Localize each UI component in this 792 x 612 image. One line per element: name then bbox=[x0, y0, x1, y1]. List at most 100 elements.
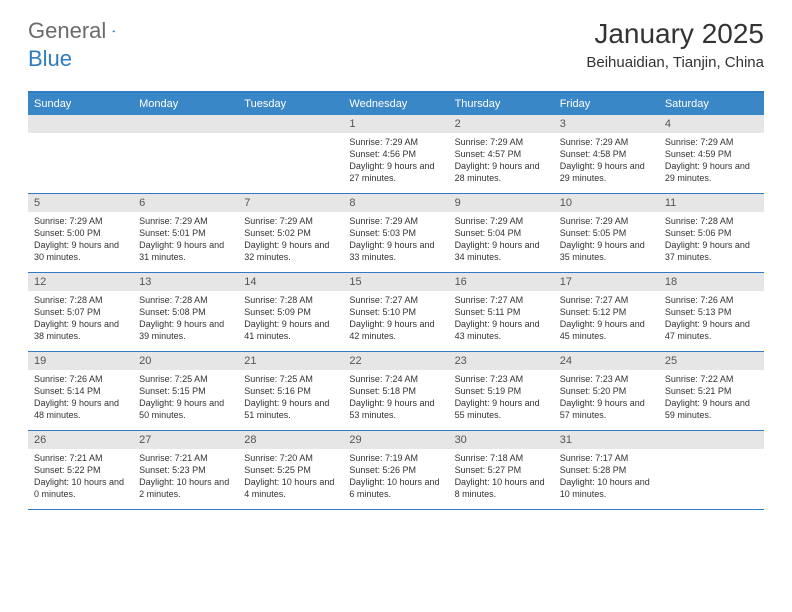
day-details: Sunrise: 7:18 AMSunset: 5:27 PMDaylight:… bbox=[449, 449, 554, 506]
sunrise-line: Sunrise: 7:28 AM bbox=[34, 294, 127, 306]
sunset-line: Sunset: 5:00 PM bbox=[34, 227, 127, 239]
sunrise-line: Sunrise: 7:29 AM bbox=[665, 136, 758, 148]
daylight-line: Daylight: 9 hours and 35 minutes. bbox=[560, 239, 653, 263]
logo-gray: General bbox=[28, 18, 106, 44]
calendar-day bbox=[28, 115, 133, 193]
day-details: Sunrise: 7:29 AMSunset: 4:57 PMDaylight:… bbox=[449, 133, 554, 190]
day-number: 25 bbox=[659, 352, 764, 370]
calendar-day: 31Sunrise: 7:17 AMSunset: 5:28 PMDayligh… bbox=[554, 431, 659, 509]
sunset-line: Sunset: 5:20 PM bbox=[560, 385, 653, 397]
calendar-day: 5Sunrise: 7:29 AMSunset: 5:00 PMDaylight… bbox=[28, 194, 133, 272]
sunset-line: Sunset: 5:23 PM bbox=[139, 464, 232, 476]
calendar-day: 21Sunrise: 7:25 AMSunset: 5:16 PMDayligh… bbox=[238, 352, 343, 430]
day-details: Sunrise: 7:19 AMSunset: 5:26 PMDaylight:… bbox=[343, 449, 448, 506]
sunrise-line: Sunrise: 7:25 AM bbox=[139, 373, 232, 385]
sunset-line: Sunset: 5:12 PM bbox=[560, 306, 653, 318]
calendar-day bbox=[238, 115, 343, 193]
day-details: Sunrise: 7:21 AMSunset: 5:22 PMDaylight:… bbox=[28, 449, 133, 506]
day-details: Sunrise: 7:27 AMSunset: 5:11 PMDaylight:… bbox=[449, 291, 554, 348]
sunrise-line: Sunrise: 7:29 AM bbox=[349, 136, 442, 148]
day-number: 24 bbox=[554, 352, 659, 370]
day-number: 27 bbox=[133, 431, 238, 449]
day-number bbox=[133, 115, 238, 133]
sunrise-line: Sunrise: 7:29 AM bbox=[560, 136, 653, 148]
day-number: 15 bbox=[343, 273, 448, 291]
day-details: Sunrise: 7:26 AMSunset: 5:14 PMDaylight:… bbox=[28, 370, 133, 427]
day-details: Sunrise: 7:24 AMSunset: 5:18 PMDaylight:… bbox=[343, 370, 448, 427]
sunset-line: Sunset: 5:28 PM bbox=[560, 464, 653, 476]
calendar-week: 5Sunrise: 7:29 AMSunset: 5:00 PMDaylight… bbox=[28, 194, 764, 273]
day-details: Sunrise: 7:29 AMSunset: 5:04 PMDaylight:… bbox=[449, 212, 554, 269]
daylight-line: Daylight: 9 hours and 27 minutes. bbox=[349, 160, 442, 184]
day-number: 10 bbox=[554, 194, 659, 212]
weekday-header: Thursday bbox=[449, 93, 554, 115]
day-number: 31 bbox=[554, 431, 659, 449]
weekday-header: Sunday bbox=[28, 93, 133, 115]
sunrise-line: Sunrise: 7:20 AM bbox=[244, 452, 337, 464]
sunrise-line: Sunrise: 7:25 AM bbox=[244, 373, 337, 385]
day-number: 17 bbox=[554, 273, 659, 291]
calendar-day: 3Sunrise: 7:29 AMSunset: 4:58 PMDaylight… bbox=[554, 115, 659, 193]
sunset-line: Sunset: 5:26 PM bbox=[349, 464, 442, 476]
daylight-line: Daylight: 9 hours and 51 minutes. bbox=[244, 397, 337, 421]
calendar-day: 30Sunrise: 7:18 AMSunset: 5:27 PMDayligh… bbox=[449, 431, 554, 509]
day-number: 9 bbox=[449, 194, 554, 212]
sunrise-line: Sunrise: 7:23 AM bbox=[455, 373, 548, 385]
day-number: 14 bbox=[238, 273, 343, 291]
daylight-line: Daylight: 9 hours and 32 minutes. bbox=[244, 239, 337, 263]
day-number: 3 bbox=[554, 115, 659, 133]
calendar-day: 11Sunrise: 7:28 AMSunset: 5:06 PMDayligh… bbox=[659, 194, 764, 272]
calendar-day: 15Sunrise: 7:27 AMSunset: 5:10 PMDayligh… bbox=[343, 273, 448, 351]
sunset-line: Sunset: 5:09 PM bbox=[244, 306, 337, 318]
sunrise-line: Sunrise: 7:26 AM bbox=[34, 373, 127, 385]
weekday-header: Tuesday bbox=[238, 93, 343, 115]
calendar-day: 8Sunrise: 7:29 AMSunset: 5:03 PMDaylight… bbox=[343, 194, 448, 272]
sunrise-line: Sunrise: 7:29 AM bbox=[455, 136, 548, 148]
day-details: Sunrise: 7:29 AMSunset: 5:01 PMDaylight:… bbox=[133, 212, 238, 269]
day-number: 21 bbox=[238, 352, 343, 370]
day-number: 28 bbox=[238, 431, 343, 449]
calendar-day: 20Sunrise: 7:25 AMSunset: 5:15 PMDayligh… bbox=[133, 352, 238, 430]
day-details: Sunrise: 7:21 AMSunset: 5:23 PMDaylight:… bbox=[133, 449, 238, 506]
day-number: 18 bbox=[659, 273, 764, 291]
sunset-line: Sunset: 5:18 PM bbox=[349, 385, 442, 397]
day-number: 20 bbox=[133, 352, 238, 370]
day-number: 8 bbox=[343, 194, 448, 212]
day-number: 19 bbox=[28, 352, 133, 370]
calendar-week: 12Sunrise: 7:28 AMSunset: 5:07 PMDayligh… bbox=[28, 273, 764, 352]
daylight-line: Daylight: 9 hours and 38 minutes. bbox=[34, 318, 127, 342]
daylight-line: Daylight: 9 hours and 29 minutes. bbox=[665, 160, 758, 184]
weekday-header: Friday bbox=[554, 93, 659, 115]
weekday-header: Monday bbox=[133, 93, 238, 115]
sunrise-line: Sunrise: 7:22 AM bbox=[665, 373, 758, 385]
calendar-day: 28Sunrise: 7:20 AMSunset: 5:25 PMDayligh… bbox=[238, 431, 343, 509]
weekday-header: Saturday bbox=[659, 93, 764, 115]
sunset-line: Sunset: 4:56 PM bbox=[349, 148, 442, 160]
day-number: 23 bbox=[449, 352, 554, 370]
day-number bbox=[28, 115, 133, 133]
sunset-line: Sunset: 5:08 PM bbox=[139, 306, 232, 318]
sunset-line: Sunset: 5:25 PM bbox=[244, 464, 337, 476]
sunrise-line: Sunrise: 7:17 AM bbox=[560, 452, 653, 464]
day-details: Sunrise: 7:29 AMSunset: 5:02 PMDaylight:… bbox=[238, 212, 343, 269]
calendar-day: 19Sunrise: 7:26 AMSunset: 5:14 PMDayligh… bbox=[28, 352, 133, 430]
logo-blue: Blue bbox=[28, 46, 72, 71]
day-details: Sunrise: 7:22 AMSunset: 5:21 PMDaylight:… bbox=[659, 370, 764, 427]
day-details: Sunrise: 7:29 AMSunset: 4:59 PMDaylight:… bbox=[659, 133, 764, 190]
calendar-day: 2Sunrise: 7:29 AMSunset: 4:57 PMDaylight… bbox=[449, 115, 554, 193]
day-number bbox=[238, 115, 343, 133]
day-number: 1 bbox=[343, 115, 448, 133]
calendar-day: 27Sunrise: 7:21 AMSunset: 5:23 PMDayligh… bbox=[133, 431, 238, 509]
calendar-day: 9Sunrise: 7:29 AMSunset: 5:04 PMDaylight… bbox=[449, 194, 554, 272]
sunset-line: Sunset: 5:06 PM bbox=[665, 227, 758, 239]
day-number: 2 bbox=[449, 115, 554, 133]
daylight-line: Daylight: 9 hours and 57 minutes. bbox=[560, 397, 653, 421]
month-title: January 2025 bbox=[586, 18, 764, 50]
sunset-line: Sunset: 5:10 PM bbox=[349, 306, 442, 318]
calendar-day: 22Sunrise: 7:24 AMSunset: 5:18 PMDayligh… bbox=[343, 352, 448, 430]
sunrise-line: Sunrise: 7:26 AM bbox=[665, 294, 758, 306]
daylight-line: Daylight: 9 hours and 28 minutes. bbox=[455, 160, 548, 184]
day-details: Sunrise: 7:28 AMSunset: 5:07 PMDaylight:… bbox=[28, 291, 133, 348]
sunset-line: Sunset: 5:27 PM bbox=[455, 464, 548, 476]
calendar-day: 29Sunrise: 7:19 AMSunset: 5:26 PMDayligh… bbox=[343, 431, 448, 509]
